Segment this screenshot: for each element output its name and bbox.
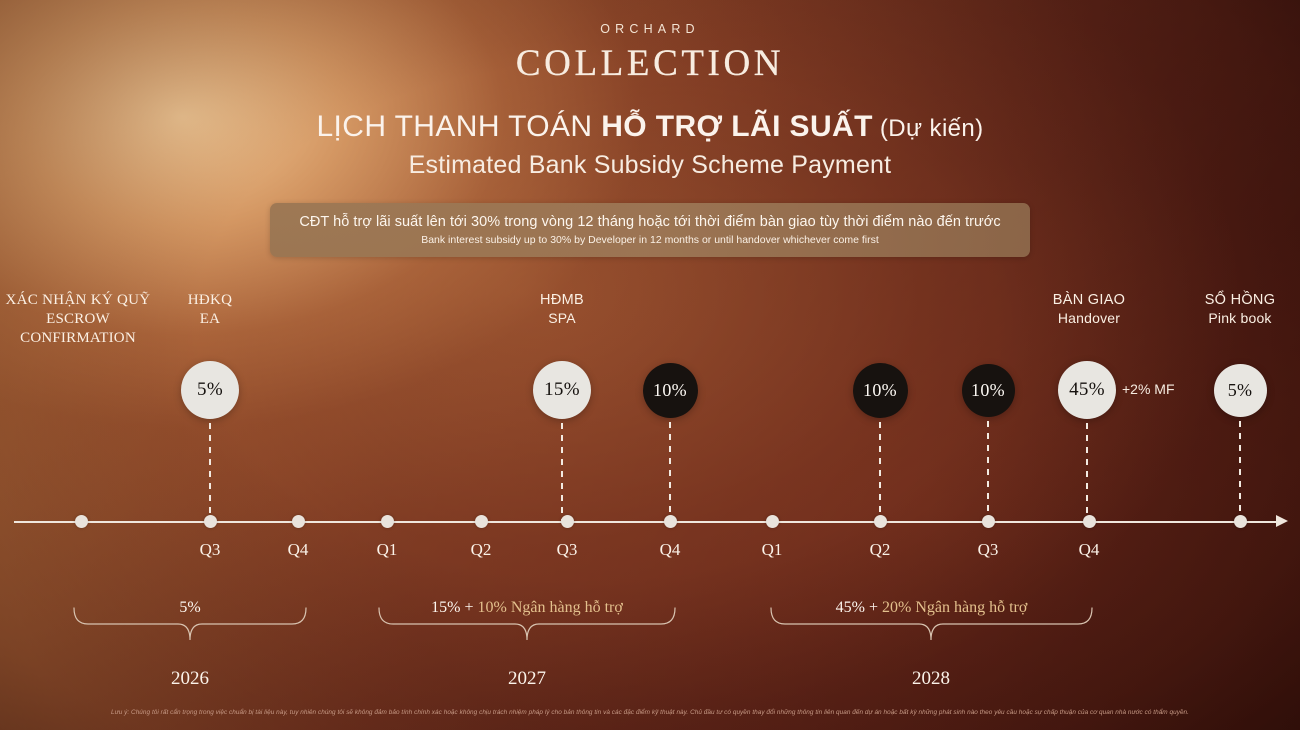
subsidy-banner-en: Bank interest subsidy up to 30% by Devel… xyxy=(421,234,879,246)
quarter-label: Q2 xyxy=(869,540,891,559)
milestone-ea-line2: EA xyxy=(199,311,221,328)
timeline-node[interactable] xyxy=(560,515,574,528)
milestone-label-handover: BÀN GIAO Handover xyxy=(984,291,1194,327)
page-title-strong: HỖ TRỢ LÃI SUẤT xyxy=(601,110,873,143)
connector-p7 xyxy=(1239,420,1241,521)
payment-bubble-p6-value: 45% xyxy=(1069,379,1105,400)
timeline-node[interactable] xyxy=(203,515,217,528)
bracket-b2026-white: 5% xyxy=(179,599,201,616)
bracket-b2028: 45% + 20% Ngân hàng hỗ trợ xyxy=(769,599,1094,646)
payment-bubble-p4[interactable]: 10% xyxy=(852,362,908,418)
connector-p4 xyxy=(879,421,881,521)
year-label-b2026: 2026 xyxy=(171,668,209,689)
payment-bubble-p2-value: 15% xyxy=(544,379,580,400)
quarter-label: Q4 xyxy=(659,540,681,559)
page-title-paren: (Dự kiến) xyxy=(872,115,984,142)
bracket-b2028-text: 45% + 20% Ngân hàng hỗ trợ xyxy=(769,599,1094,617)
bracket-b2027-text: 15% + 10% Ngân hàng hỗ trợ xyxy=(377,599,677,617)
timeline-node[interactable] xyxy=(1233,515,1247,528)
disclaimer-footer: Lưu ý: Chúng tôi rất cẩn trọng trong việ… xyxy=(111,709,1189,716)
payment-bubble-p3[interactable]: 10% xyxy=(642,362,698,418)
milestone-ea-line1: HĐKQ xyxy=(187,292,233,308)
timeline-node[interactable] xyxy=(765,515,779,528)
quarter-label: Q3 xyxy=(977,540,999,559)
brand-top-text: ORCHARD xyxy=(600,22,700,36)
connector-p3 xyxy=(669,421,671,521)
year-label-b2028: 2028 xyxy=(912,668,950,689)
payment-bubble-p3-value: 10% xyxy=(653,379,687,400)
bracket-b2026-text: 5% xyxy=(72,599,308,617)
payment-bubble-p7-value: 5% xyxy=(1227,379,1253,400)
payment-bubble-p1[interactable]: 5% xyxy=(181,361,239,419)
page-title: LỊCH THANH TOÁN HỖ TRỢ LÃI SUẤT (Dự kiến… xyxy=(0,110,1300,144)
timeline-arrow-icon xyxy=(1276,515,1288,527)
mf-note: +2% MF xyxy=(1122,381,1175,397)
timeline-node[interactable] xyxy=(873,515,887,528)
milestone-label-escrow: XÁC NHẬN KÝ QUỸ ESCROW CONFIRMATION xyxy=(0,291,183,349)
year-label-b2027: 2027 xyxy=(508,668,546,689)
payment-bubble-p6[interactable]: 45% xyxy=(1058,361,1116,419)
brand-main-text: COLLECTION xyxy=(515,43,785,84)
milestone-handover-line2: Handover xyxy=(1057,309,1121,326)
timeline-node[interactable] xyxy=(981,515,995,528)
milestone-handover-line1: BÀN GIAO xyxy=(1052,292,1126,308)
payment-bubble-p5[interactable]: 10% xyxy=(961,363,1015,417)
quarter-label: Q3 xyxy=(199,540,221,559)
milestone-escrow-line1: XÁC NHẬN KÝ QUỸ xyxy=(5,292,151,308)
page-subtitle: Estimated Bank Subsidy Scheme Payment xyxy=(408,151,892,179)
timeline-node[interactable] xyxy=(291,515,305,528)
payment-bubble-p2[interactable]: 15% xyxy=(533,361,591,419)
payment-bubble-p4-value: 10% xyxy=(863,379,897,400)
timeline-axis xyxy=(14,521,1276,523)
subsidy-banner: CĐT hỗ trợ lãi suất lên tới 30% trong vò… xyxy=(270,203,1030,257)
payment-bubble-p7[interactable]: 5% xyxy=(1213,363,1267,417)
quarter-label: Q2 xyxy=(470,540,492,559)
connector-p1 xyxy=(209,423,211,521)
connector-p6 xyxy=(1086,423,1088,521)
bracket-b2028-white: 45% + xyxy=(835,599,879,616)
milestone-pinkbook-line1: SỔ HỒNG xyxy=(1204,292,1276,308)
page-title-lead: LỊCH THANH TOÁN xyxy=(316,110,602,143)
milestone-pinkbook-line2: Pink book xyxy=(1208,309,1272,326)
milestone-escrow-line2: ESCROW xyxy=(46,311,110,328)
quarter-label: Q4 xyxy=(1078,540,1100,559)
milestone-spa-line1: HĐMB xyxy=(540,292,584,308)
quarter-label: Q1 xyxy=(376,540,398,559)
milestone-escrow-line3: CONFIRMATION xyxy=(20,330,136,347)
payment-bubble-p5-value: 10% xyxy=(971,379,1005,400)
bracket-b2026: 5% xyxy=(72,599,308,646)
quarter-label: Q4 xyxy=(287,540,309,559)
payment-bubble-p1-value: 5% xyxy=(197,379,223,400)
bracket-b2027-gold: 10% Ngân hàng hỗ trợ xyxy=(473,599,623,616)
milestone-label-spa: HĐMB SPA xyxy=(457,291,667,327)
bracket-b2028-gold: 20% Ngân hàng hỗ trợ xyxy=(878,599,1028,616)
subsidy-banner-vn: CĐT hỗ trợ lãi suất lên tới 30% trong vò… xyxy=(299,214,1001,230)
connector-p2 xyxy=(561,423,563,521)
brand-logo: ORCHARD COLLECTION xyxy=(0,22,1300,85)
milestone-label-pinkbook: SỔ HỒNG Pink book xyxy=(1135,291,1300,327)
bracket-b2027-white: 15% + xyxy=(431,599,474,616)
connector-p5 xyxy=(987,420,989,521)
timeline-node[interactable] xyxy=(74,515,88,528)
milestone-label-ea: HĐKQ EA xyxy=(105,291,315,329)
timeline-node[interactable] xyxy=(380,515,394,528)
quarter-label: Q1 xyxy=(761,540,783,559)
timeline-node[interactable] xyxy=(474,515,488,528)
quarter-label: Q3 xyxy=(556,540,578,559)
timeline-node[interactable] xyxy=(663,515,677,528)
milestone-spa-line2: SPA xyxy=(548,309,576,326)
page-title-block: LỊCH THANH TOÁN HỖ TRỢ LÃI SUẤT (Dự kiến… xyxy=(0,110,1300,180)
bracket-b2027: 15% + 10% Ngân hàng hỗ trợ xyxy=(377,599,677,646)
timeline-node[interactable] xyxy=(1082,515,1096,528)
